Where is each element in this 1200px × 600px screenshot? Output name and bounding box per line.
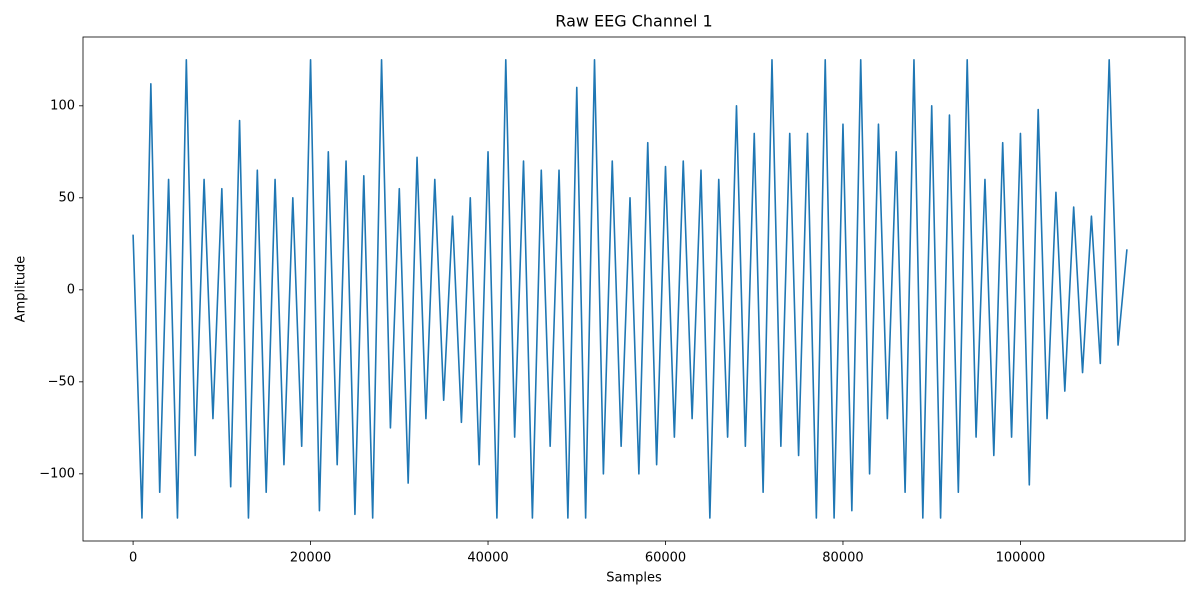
x-tick-label: 0 xyxy=(129,551,137,566)
x-tick-label: 60000 xyxy=(645,551,686,566)
plot-frame xyxy=(82,36,1186,542)
y-tick-label: 50 xyxy=(58,190,75,205)
chart-title: Raw EEG Channel 1 xyxy=(555,12,712,31)
y-tick-label: −100 xyxy=(39,466,75,481)
y-tick-label: −50 xyxy=(48,374,75,389)
data-line xyxy=(132,59,1128,519)
x-tick-label: 20000 xyxy=(290,551,331,566)
x-tick-label: 40000 xyxy=(467,551,508,566)
x-axis-label: Samples xyxy=(606,571,662,586)
y-tick-label: 0 xyxy=(67,282,75,297)
x-tick-label: 100000 xyxy=(996,551,1046,566)
x-tick-label: 80000 xyxy=(822,551,863,566)
y-axis-label: Amplitude xyxy=(14,256,29,323)
y-tick-label: 100 xyxy=(50,98,75,113)
